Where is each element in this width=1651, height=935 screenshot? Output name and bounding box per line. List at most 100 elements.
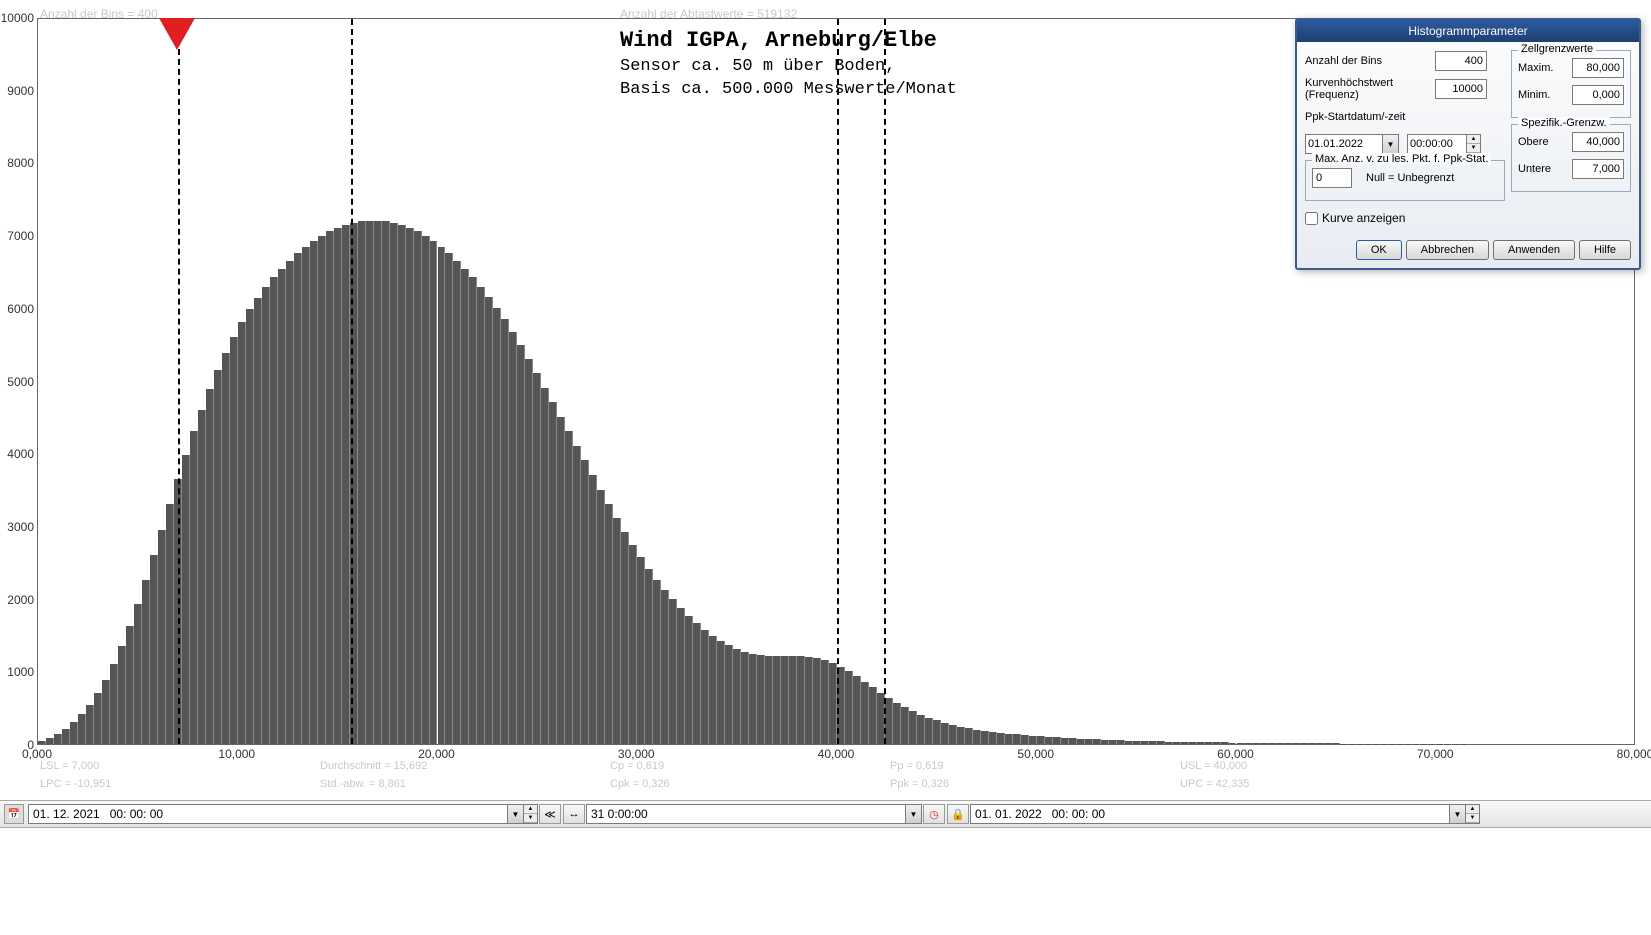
ppk-time-input[interactable]	[1407, 134, 1467, 154]
histogram-bar	[557, 417, 565, 744]
start-dropdown-icon[interactable]: ▼	[508, 804, 524, 824]
histogram-bar	[318, 236, 326, 744]
histogram-bar	[1244, 743, 1252, 744]
spec-upper-input[interactable]	[1572, 132, 1624, 152]
spec-lower-input[interactable]	[1572, 159, 1624, 179]
spec-upper-label: Obere	[1518, 136, 1572, 148]
histogram-bar	[166, 504, 174, 744]
end-spinner[interactable]: ▲▼	[1466, 804, 1480, 824]
nav-prev-fast-button[interactable]: ≪	[539, 804, 561, 824]
stat-std: Std.-abw. = 8,861	[320, 778, 406, 790]
start-datetime-input[interactable]	[28, 804, 508, 824]
histogram-bar	[374, 221, 382, 744]
cell-max-label: Maxim.	[1518, 62, 1572, 74]
histogram-bar	[485, 297, 493, 744]
cell-max-input[interactable]	[1572, 58, 1624, 78]
histogram-bar	[997, 733, 1005, 744]
ppk-date-dropdown-icon[interactable]: ▼	[1383, 134, 1399, 154]
histogram-bar	[1332, 743, 1340, 744]
start-spinner[interactable]: ▲▼	[524, 804, 538, 824]
stat-cpk: Cpk = 0,326	[610, 778, 670, 790]
histogram-bar	[653, 580, 661, 744]
cell-limits-fieldset: Zellgrenzwerte Maxim. Minim.	[1511, 50, 1631, 118]
histogram-bar	[709, 636, 717, 744]
histogram-bar	[757, 655, 765, 744]
histogram-bar	[1173, 742, 1181, 744]
histogram-bar	[54, 734, 62, 744]
histogram-bar	[1157, 741, 1165, 744]
histogram-bar	[1093, 739, 1101, 744]
duration-dropdown-icon[interactable]: ▼	[906, 804, 922, 824]
maxfreq-input[interactable]	[1435, 79, 1487, 99]
maxfreq-label: Kurvenhöchstwert (Frequenz)	[1305, 77, 1435, 101]
bins-input[interactable]	[1435, 51, 1487, 71]
reference-line	[351, 19, 353, 744]
reference-line	[178, 19, 180, 744]
stat-ppk: Ppk = 0,326	[890, 778, 949, 790]
maxpts-input[interactable]	[1312, 168, 1352, 188]
histogram-bar	[725, 645, 733, 744]
bins-label: Anzahl der Bins	[1305, 55, 1435, 67]
apply-button[interactable]: Anwenden	[1493, 240, 1575, 260]
histogram-bar	[717, 641, 725, 744]
histogram-bar	[1237, 743, 1245, 744]
histogram-bar	[110, 664, 118, 744]
histogram-bar	[1077, 739, 1085, 744]
clock-icon[interactable]: ◷	[923, 804, 945, 824]
histogram-bar	[1141, 741, 1149, 744]
y-tick-label: 3000	[0, 520, 34, 534]
stat-cp: Cp = 0,619	[610, 760, 664, 772]
histogram-bar	[1109, 740, 1117, 744]
histogram-bar	[1117, 740, 1125, 744]
histogram-bar	[965, 728, 973, 744]
histogram-bar	[1260, 743, 1268, 744]
histogram-bar	[270, 277, 278, 744]
histogram-bar	[1069, 738, 1077, 744]
stat-avg: Durchschnitt = 15,692	[320, 760, 427, 772]
histogram-bar	[1252, 743, 1260, 744]
spec-limits-fieldset: Spezifik.-Grenzw. Obere Untere	[1511, 124, 1631, 192]
ok-button[interactable]: OK	[1356, 240, 1402, 260]
histogram-bar	[677, 608, 685, 744]
histogram-bar	[525, 359, 533, 744]
histogram-bar	[589, 475, 597, 744]
histogram-bar	[278, 269, 286, 744]
cell-min-input[interactable]	[1572, 85, 1624, 105]
nav-expand-button[interactable]: ↔	[563, 804, 585, 824]
duration-input[interactable]	[586, 804, 906, 824]
chart-title-block: Wind IGPA, Arneburg/Elbe Sensor ca. 50 m…	[620, 28, 957, 99]
histogram-bar	[366, 221, 374, 744]
histogram-bar	[461, 269, 469, 744]
histogram-bar	[302, 247, 310, 744]
help-button[interactable]: Hilfe	[1579, 240, 1631, 260]
histogram-bar	[1181, 742, 1189, 744]
ppk-time-spinner[interactable]: ▲▼	[1467, 134, 1481, 154]
histogram-bar	[1013, 734, 1021, 744]
histogram-bar	[477, 287, 485, 744]
show-curve-checkbox[interactable]	[1305, 212, 1318, 225]
histogram-bar	[957, 727, 965, 744]
histogram-bar	[501, 319, 509, 744]
histogram-bar	[989, 732, 997, 744]
histogram-bar	[829, 663, 837, 744]
cancel-button[interactable]: Abbrechen	[1406, 240, 1489, 260]
histogram-bar	[981, 731, 989, 744]
end-dropdown-icon[interactable]: ▼	[1450, 804, 1466, 824]
histogram-bar	[445, 253, 453, 744]
lock-icon[interactable]: 🔒	[947, 804, 969, 824]
maxpts-legend: Max. Anz. v. zu les. Pkt. f. Ppk-Stat.	[1312, 153, 1491, 165]
histogram-bar	[1205, 742, 1213, 744]
histogram-bar	[1133, 741, 1141, 744]
ppk-date-input[interactable]	[1305, 134, 1383, 154]
histogram-bar	[693, 623, 701, 744]
histogram-bar	[613, 518, 621, 744]
histogram-bar	[78, 714, 86, 744]
histogram-bar	[821, 660, 829, 744]
x-tick-label: 70,000	[1417, 747, 1454, 761]
calendar-icon[interactable]: 📅	[4, 804, 24, 824]
histogram-bar	[1189, 742, 1197, 744]
end-datetime-input[interactable]	[970, 804, 1450, 824]
histogram-bar	[1268, 743, 1276, 744]
histogram-bar	[621, 532, 629, 744]
histogram-bar	[294, 253, 302, 744]
